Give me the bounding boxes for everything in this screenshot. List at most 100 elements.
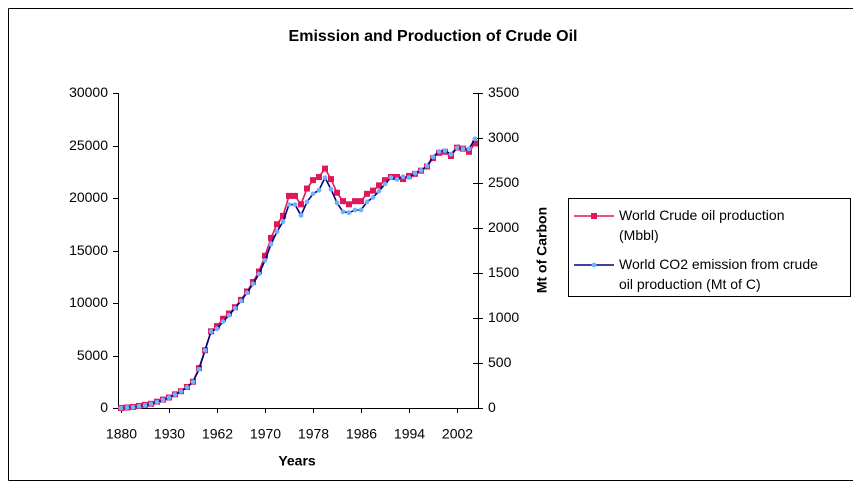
data-point	[310, 191, 316, 197]
legend-marker	[591, 262, 597, 268]
data-point	[364, 199, 370, 205]
data-point	[250, 281, 256, 287]
data-point	[202, 348, 208, 353]
data-point	[256, 271, 262, 277]
legend-label: World CO2 emission from crude oil product…	[619, 256, 818, 292]
data-point	[310, 177, 316, 184]
data-point	[352, 198, 358, 205]
data-point	[436, 149, 442, 154]
data-point	[292, 202, 298, 208]
data-point	[418, 168, 424, 173]
data-point	[376, 188, 382, 194]
y2-tick-label: 0	[488, 399, 496, 415]
data-point	[400, 174, 406, 180]
data-point	[316, 174, 322, 180]
data-point	[430, 154, 436, 160]
data-point	[370, 195, 376, 200]
data-point	[118, 405, 124, 411]
y2-tick-label: 2500	[488, 174, 519, 190]
data-point	[448, 151, 454, 157]
data-point	[226, 312, 232, 318]
data-point	[268, 241, 274, 247]
data-point	[346, 210, 352, 216]
x-tick-label: 1978	[298, 426, 329, 442]
data-point	[472, 140, 478, 147]
data-point	[268, 234, 274, 241]
data-point	[142, 402, 148, 408]
series-line	[120, 138, 476, 409]
data-point	[280, 212, 286, 219]
data-point	[328, 176, 334, 183]
data-point	[178, 388, 184, 394]
legend-box	[568, 198, 851, 297]
data-point	[166, 395, 172, 401]
data-point	[364, 190, 370, 197]
y2-tick-label: 3500	[488, 84, 519, 100]
data-point	[394, 177, 400, 182]
data-point	[454, 145, 460, 151]
legend-label: World Crude oil production (Mbbl)	[619, 207, 785, 243]
data-point	[292, 192, 298, 199]
y2-tick-label: 3000	[488, 129, 519, 145]
x-tick-label: 1986	[346, 426, 377, 442]
data-point	[382, 181, 388, 187]
data-point	[160, 397, 166, 403]
data-point	[280, 219, 286, 225]
data-point	[286, 192, 292, 199]
data-point	[274, 221, 280, 228]
data-point	[334, 200, 340, 206]
data-point	[172, 392, 178, 397]
y2-tick-label: 2000	[488, 219, 519, 235]
data-point	[298, 201, 304, 208]
data-point	[334, 189, 340, 196]
data-point	[412, 170, 418, 176]
data-point	[232, 305, 238, 311]
data-point	[376, 182, 382, 189]
data-point	[346, 201, 352, 208]
data-point	[472, 136, 478, 142]
data-point	[196, 366, 202, 372]
data-point	[352, 207, 358, 213]
data-point	[322, 175, 328, 181]
x-tick-label: 2002	[442, 426, 473, 442]
y2-tick-label: 1500	[488, 264, 519, 280]
x-tick-label: 1994	[394, 426, 425, 442]
y-tick-label: 5000	[77, 347, 108, 363]
data-point	[304, 199, 310, 205]
data-point	[286, 202, 292, 208]
data-point	[214, 326, 220, 332]
data-point	[184, 384, 190, 390]
data-point	[340, 198, 346, 205]
data-point	[316, 187, 322, 193]
data-point	[148, 401, 154, 407]
data-point	[328, 186, 334, 192]
data-point	[136, 403, 142, 409]
data-point	[298, 213, 304, 218]
chart-title: Emission and Production of Crude Oil	[289, 28, 578, 45]
y2-tick-label: 500	[488, 354, 512, 370]
y-tick-label: 20000	[69, 189, 108, 205]
data-point	[358, 198, 364, 205]
data-point	[190, 379, 196, 385]
data-point	[340, 209, 346, 215]
x-tick-label: 1880	[106, 426, 137, 442]
data-point	[388, 175, 394, 181]
data-point	[154, 399, 160, 405]
data-point	[304, 185, 310, 192]
data-point	[322, 165, 328, 172]
legend-marker	[591, 213, 597, 219]
data-point	[208, 329, 214, 334]
y-tick-label: 15000	[69, 242, 108, 258]
series-line	[120, 142, 476, 409]
y-tick-label: 10000	[69, 294, 108, 310]
data-point	[274, 229, 280, 235]
data-point	[358, 207, 364, 213]
data-point	[214, 323, 220, 330]
x-tick-label: 1962	[202, 426, 233, 442]
data-point	[460, 146, 466, 152]
data-point	[130, 404, 136, 410]
y-tick-label: 0	[100, 399, 108, 415]
data-point	[424, 163, 430, 169]
data-point	[244, 290, 250, 296]
